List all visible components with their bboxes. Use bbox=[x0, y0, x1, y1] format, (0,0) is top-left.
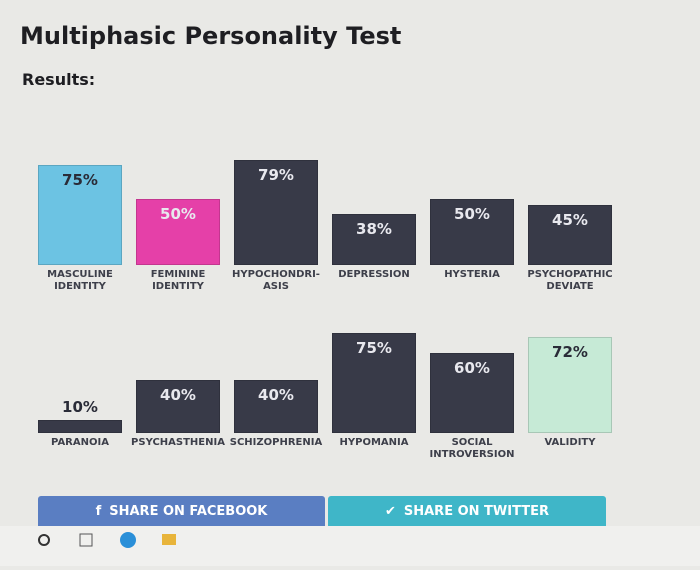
taskview-icon bbox=[79, 533, 93, 547]
taskbar-icons bbox=[38, 532, 176, 548]
page-title: Multiphasic Personality Test bbox=[20, 22, 402, 50]
taskbar bbox=[0, 526, 700, 566]
category-label: HYPOCHONDRI- ASIS bbox=[232, 269, 320, 292]
data-label: 79% bbox=[258, 165, 294, 184]
folder-icon bbox=[162, 534, 176, 545]
data-label: 60% bbox=[454, 359, 490, 378]
edge-icon bbox=[120, 532, 136, 548]
chart: 75% MASCULINE IDENTITY 50% FEMININE IDENTIT… bbox=[34, 140, 634, 310]
button-label: SHARE ON FACEBOOK bbox=[109, 503, 268, 519]
data-label: 72% bbox=[552, 343, 588, 362]
bar bbox=[332, 333, 416, 433]
bar bbox=[136, 379, 220, 433]
bar bbox=[38, 419, 122, 433]
category-label: PSYCHOPATHIC DEVIATE bbox=[527, 269, 613, 292]
category-label: PARANOIA bbox=[51, 437, 109, 448]
facebook-button[interactable]: f SHARE ON FACEBOOK bbox=[38, 496, 325, 526]
category-label: SCHIZOPHRENIA bbox=[229, 437, 323, 448]
category-label: HYPOMANIA bbox=[339, 437, 409, 448]
data-label: 40% bbox=[160, 385, 196, 404]
bar bbox=[430, 353, 514, 433]
category-label: VALIDITY bbox=[544, 437, 596, 448]
data-label: 40% bbox=[258, 385, 294, 404]
category-label: SOCIAL INTROVERSION bbox=[429, 437, 515, 460]
category-label: DEPRESSION bbox=[338, 269, 410, 280]
category-label: FEMININE IDENTITY bbox=[150, 269, 206, 292]
data-label: 75% bbox=[62, 171, 98, 190]
bar bbox=[528, 337, 612, 433]
data-label: 10% bbox=[62, 397, 98, 416]
bar bbox=[136, 198, 220, 265]
data-label: 45% bbox=[552, 211, 588, 230]
bar bbox=[332, 214, 416, 265]
category-label: HYSTERIA bbox=[444, 269, 500, 280]
data-label: 50% bbox=[454, 204, 490, 223]
category-label: PSYCHASTHENIA bbox=[131, 437, 225, 448]
twitter-button[interactable]: ✔ SHARE ON TWITTER bbox=[328, 496, 606, 526]
bar bbox=[38, 165, 122, 265]
subtitle: Results: bbox=[22, 70, 96, 89]
chart: 10% PARANOIA 40% PSYCHASTHENIA 40% SCHIZOPHRE… bbox=[34, 310, 634, 470]
bar bbox=[430, 198, 514, 265]
data-label: 75% bbox=[356, 339, 392, 358]
start-icon bbox=[38, 534, 50, 546]
data-label: 38% bbox=[356, 220, 392, 239]
button-label: SHARE ON TWITTER bbox=[403, 503, 550, 519]
bar bbox=[234, 379, 318, 433]
bar bbox=[234, 159, 318, 265]
data-label: 50% bbox=[160, 204, 196, 223]
twitter-icon: ✔ bbox=[384, 503, 396, 519]
facebook-icon: f bbox=[95, 503, 102, 519]
category-label: MASCULINE IDENTITY bbox=[47, 269, 113, 292]
bar bbox=[528, 205, 612, 265]
